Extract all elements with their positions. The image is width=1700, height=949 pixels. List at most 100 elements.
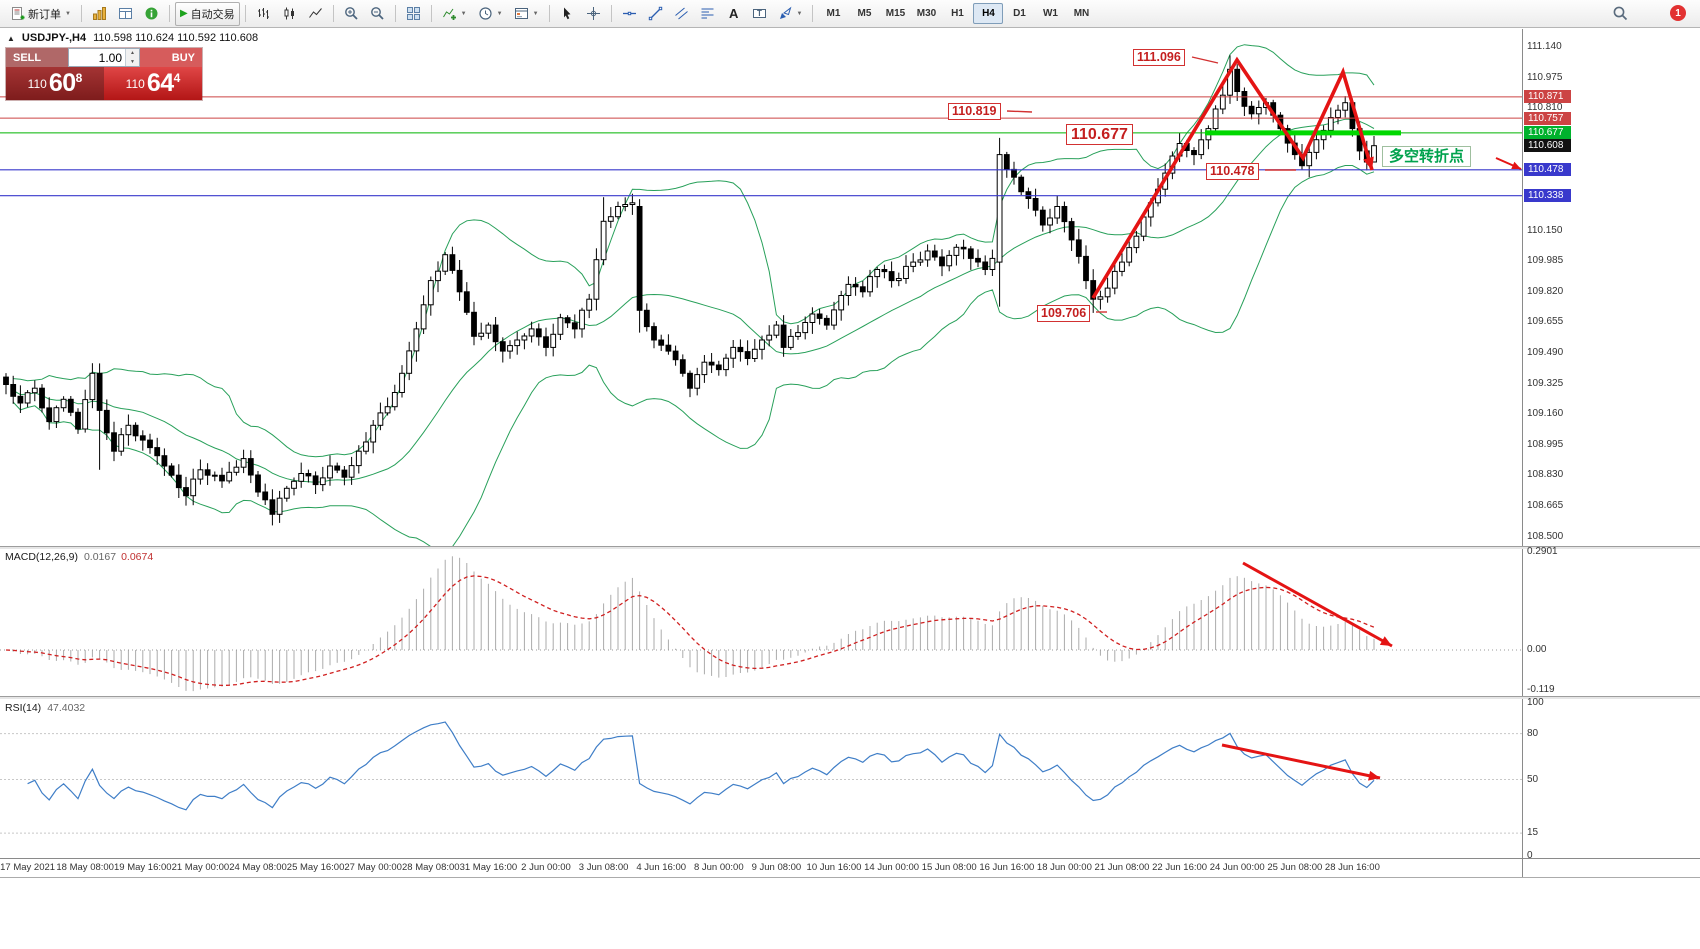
time-axis-label: 28 Jun 16:00	[1324, 862, 1380, 873]
chevron-down-icon: ▼	[65, 10, 71, 17]
macd-pane[interactable]	[0, 549, 1522, 696]
market-watch-button[interactable]	[87, 2, 112, 26]
price-line-badge: 110.608	[1524, 139, 1571, 153]
horizontal-line-button[interactable]	[617, 2, 642, 26]
timeframe-m30[interactable]: M30	[916, 8, 937, 19]
text-icon: A	[726, 6, 741, 21]
rsi-line	[27, 721, 1375, 811]
timeframe-w1[interactable]: W1	[1042, 8, 1058, 19]
timeframe-m15[interactable]: M15	[885, 8, 906, 19]
trendline-button[interactable]	[643, 2, 668, 26]
crosshair-button[interactable]	[581, 2, 606, 26]
shapes-icon	[778, 6, 793, 21]
rsi-axis-label: 50	[1527, 773, 1539, 785]
text-button[interactable]: A	[721, 2, 746, 26]
time-axis-label: 17 May 2021	[0, 862, 56, 873]
buy-price-sup: 4	[173, 71, 181, 85]
price-axis-label: 110.975	[1527, 71, 1563, 83]
new-order-label: 新订单	[28, 8, 61, 21]
label-icon: T	[752, 6, 767, 21]
volume-value[interactable]: 1.00	[98, 50, 122, 65]
time-axis-label: 31 May 16:00	[459, 862, 518, 873]
timeframe-m5[interactable]: M5	[857, 8, 872, 19]
buy-price-prefix: 110	[125, 76, 145, 91]
time-axis-label: 14 Jun 00:00	[864, 862, 920, 873]
chevron-down-icon: ▼	[460, 10, 467, 17]
macd-axis-label: -0.119	[1527, 684, 1555, 696]
macd-axis-label: 0.00	[1527, 644, 1547, 655]
time-axis-label: 16 Jun 16:00	[979, 862, 1035, 873]
navigator-button[interactable]	[139, 2, 164, 26]
arrowhead	[1379, 636, 1392, 646]
cursor-icon	[560, 6, 575, 21]
zoom-in-button[interactable]	[339, 2, 364, 26]
shapes-button[interactable]: ▼	[773, 2, 808, 26]
tile-windows-button[interactable]	[401, 2, 426, 26]
templates-button[interactable]: ▼	[509, 2, 544, 26]
time-axis-label: 27 May 00:00	[344, 862, 402, 873]
timeframe-mn[interactable]: MN	[1073, 8, 1090, 19]
new-order-button[interactable]: 新订单 ▼	[5, 2, 76, 26]
time-axis-label: 24 May 08:00	[229, 862, 287, 873]
timeframe-h1[interactable]: H1	[951, 8, 964, 19]
line-chart-icon	[308, 6, 323, 21]
autotrading-button[interactable]: ▶ 自动交易	[174, 1, 240, 26]
fibonacci-button[interactable]	[695, 2, 720, 26]
buy-button[interactable]: 110 64 4	[104, 67, 202, 100]
price-axis-label: 108.830	[1527, 469, 1564, 481]
price-axis-label: 109.490	[1527, 347, 1564, 358]
bar-chart-button[interactable]	[251, 2, 276, 26]
periods-button[interactable]: ▼	[473, 2, 508, 26]
chevron-down-icon: ▼	[496, 10, 503, 17]
time-axis-border	[0, 858, 1700, 859]
turning-point-note: 多空转折点	[1382, 146, 1472, 167]
cursor-button[interactable]	[555, 2, 580, 26]
navigator-icon	[144, 6, 159, 21]
price-axis-label: 111.140	[1527, 41, 1562, 52]
time-axis-label: 25 May 16:00	[286, 862, 345, 873]
price-axis-label: 109.820	[1527, 285, 1564, 297]
volume-field[interactable]: 1.00 ▲ ▼	[68, 48, 140, 67]
candles	[3, 55, 1377, 526]
toolbar-separator	[548, 5, 550, 22]
clock-icon	[478, 6, 493, 21]
main-price-chart[interactable]	[0, 29, 1522, 546]
timeframe-m1[interactable]: M1	[826, 8, 841, 19]
channel-icon	[674, 6, 689, 21]
notification-badge[interactable]: 1	[1670, 5, 1686, 21]
timeframe-h4[interactable]: H4	[973, 3, 1004, 24]
price-axis-label: 109.160	[1527, 408, 1564, 420]
line-chart-button[interactable]	[303, 2, 328, 26]
zoom-out-button[interactable]	[365, 2, 390, 26]
time-axis-label: 2 Jun 00:00	[521, 862, 571, 873]
candlestick-button[interactable]	[277, 2, 302, 26]
volume-up-button[interactable]: ▲	[126, 49, 139, 58]
pane-splitter[interactable]	[0, 696, 1700, 699]
rsi-pane[interactable]	[0, 699, 1522, 858]
macd-value-signal: 0.0674	[121, 551, 154, 563]
search-icon[interactable]	[1612, 5, 1628, 21]
label-button[interactable]: T	[747, 2, 772, 26]
time-axis-label: 24 Jun 00:00	[1209, 862, 1265, 873]
toolbar: 新订单 ▼ ▶ 自动交易 ▼ ▼ ▼ A T ▼ M1 M5 M15 M30 H…	[0, 0, 1700, 28]
pane-splitter[interactable]	[0, 546, 1700, 549]
tile-windows-icon	[406, 6, 421, 21]
volume-down-button[interactable]: ▼	[126, 57, 139, 66]
price-axis-label: 109.325	[1527, 377, 1564, 389]
rsi-axis-label: 15	[1527, 827, 1539, 839]
price-axis-label: 110.810	[1527, 102, 1563, 114]
price-axis-label: 110.150	[1527, 224, 1563, 236]
time-axis-label: 8 Jun 00:00	[693, 862, 744, 873]
data-window-button[interactable]	[113, 2, 138, 26]
bollinger-bands	[12, 44, 1375, 546]
indicators-button[interactable]: ▼	[437, 2, 472, 26]
chart-quote-header: ▲ USDJPY-,H4 110.598 110.624 110.592 110…	[7, 32, 258, 44]
channel-button[interactable]	[669, 2, 694, 26]
data-window-icon	[118, 6, 133, 21]
timeframe-d1[interactable]: D1	[1013, 8, 1026, 19]
sell-header: SELL	[6, 48, 68, 67]
bar-chart-icon	[256, 6, 271, 21]
time-axis-label: 9 Jun 08:00	[751, 862, 802, 873]
buy-price-main: 64	[146, 69, 174, 97]
sell-button[interactable]: 110 60 8	[6, 67, 104, 100]
